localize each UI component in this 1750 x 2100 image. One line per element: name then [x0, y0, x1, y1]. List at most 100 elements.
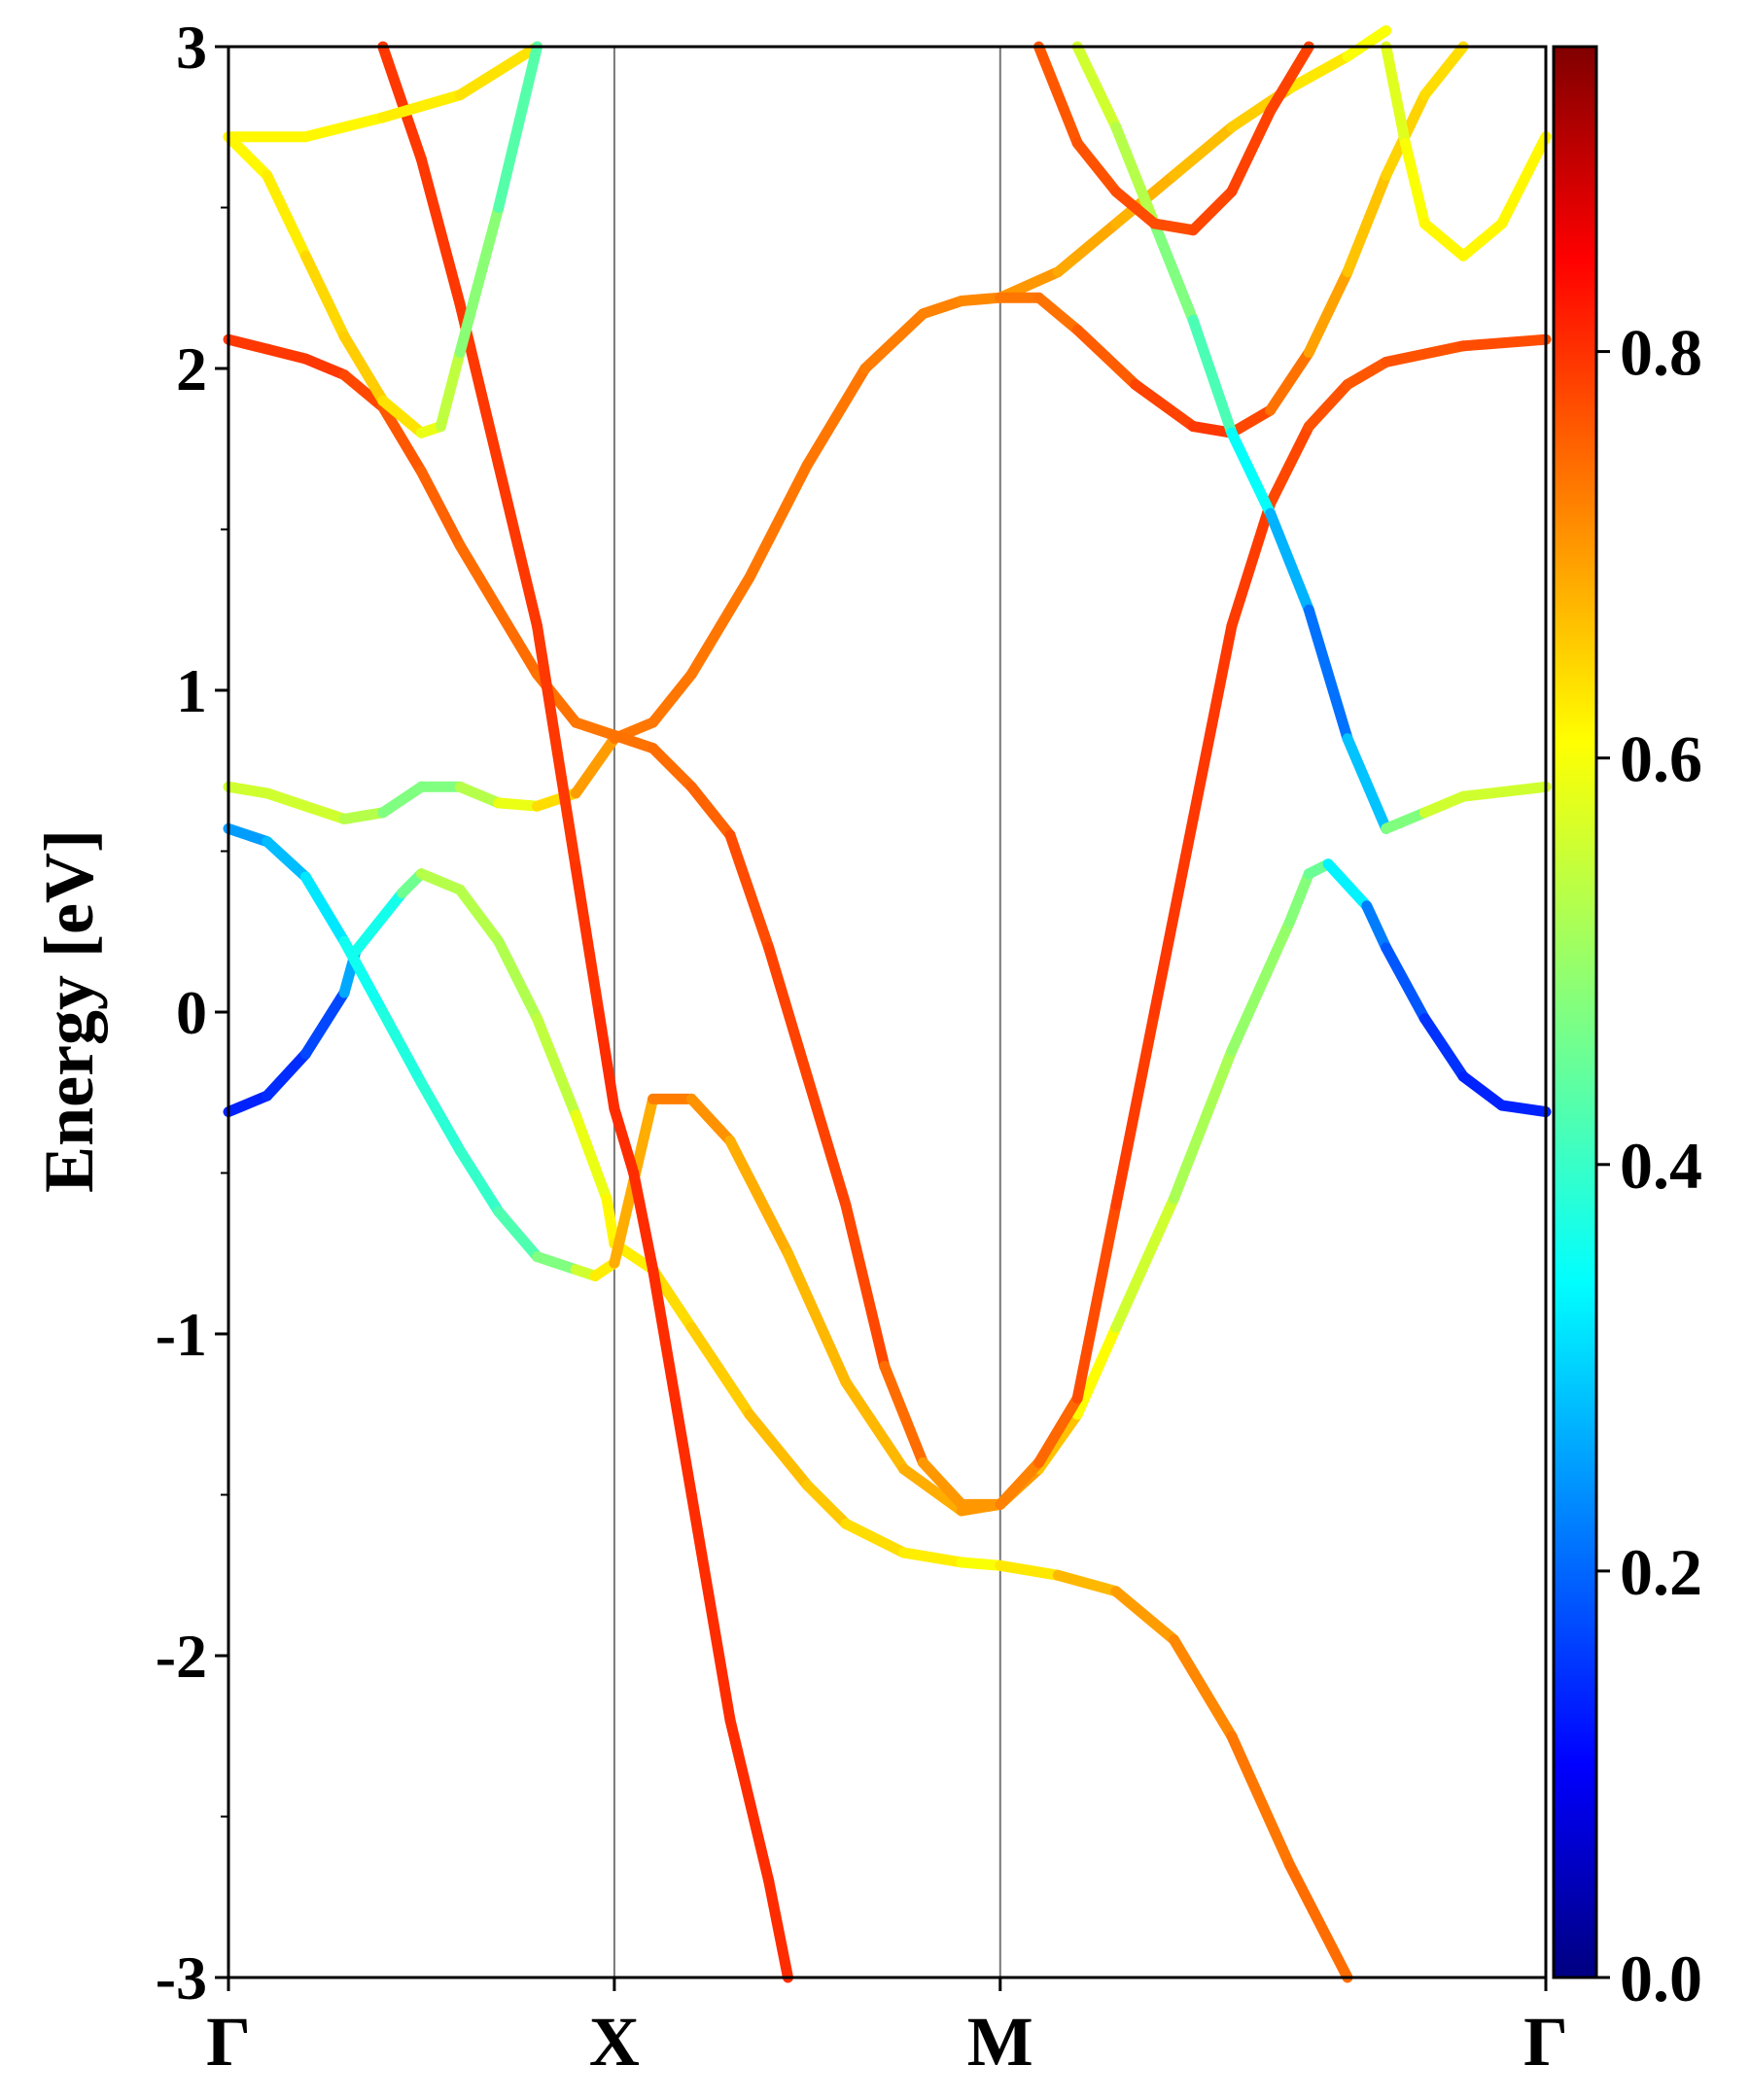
y-axis-label: Energy [eV]: [30, 829, 108, 1193]
band-segment: [744, 459, 813, 583]
band-segment: [223, 333, 273, 355]
band-segment: [1110, 1006, 1160, 1211]
band-segment: [262, 788, 311, 812]
band-segment: [1130, 379, 1199, 433]
band-5: [377, 41, 793, 1983]
band-segment: [223, 781, 273, 799]
band-segment: [493, 459, 542, 632]
band-segment: [338, 935, 389, 1018]
band-segment: [1110, 186, 1160, 229]
band-1: [223, 868, 1353, 1983]
band-segment: [685, 781, 736, 841]
band-segment: [744, 1409, 813, 1491]
band-segment: [415, 868, 466, 895]
colorbar: 0.0 0.2 0.4 0.6 0.8: [1552, 45, 1702, 2015]
band-segment: [1418, 1013, 1469, 1082]
band-segment: [454, 884, 505, 947]
y-tick-label: 2: [176, 334, 207, 403]
band-segment: [1033, 41, 1083, 149]
band-segment: [956, 1557, 1006, 1571]
band-segment: [1303, 379, 1353, 433]
band-segment: [1033, 292, 1083, 335]
band-segment: [1226, 1731, 1295, 1871]
band-segment: [801, 1480, 852, 1529]
band-segment: [570, 861, 605, 1018]
band-segment: [1322, 858, 1373, 912]
series-layer: [223, 25, 1552, 1983]
band-segment: [1381, 340, 1469, 368]
band-segment: [1033, 1392, 1083, 1468]
band-segment: [1187, 421, 1238, 438]
band-segment: [1457, 781, 1552, 802]
band-segment: [262, 836, 311, 883]
band-segment: [1303, 604, 1353, 745]
band-segment: [1226, 427, 1277, 519]
band-segment: [1284, 51, 1353, 94]
band-segment: [685, 1489, 736, 1726]
band-segment: [859, 308, 928, 374]
band-segment: [648, 743, 697, 792]
band-segment: [415, 1077, 466, 1156]
band-segment: [377, 781, 427, 819]
band-segment: [1418, 790, 1469, 819]
band-segment: [879, 1360, 928, 1468]
band-segment: [1149, 218, 1199, 326]
band-segment: [532, 620, 581, 873]
band-segment: [1381, 942, 1430, 1025]
band-segment: [570, 717, 620, 741]
x-kpoint-label: Γ: [1523, 2003, 1568, 2081]
y-tick-label: 1: [176, 656, 207, 725]
band-segment: [609, 1102, 640, 1178]
band-segment: [724, 829, 775, 954]
band-segment: [685, 572, 755, 680]
band-segment: [532, 1013, 581, 1121]
band-segment: [724, 1135, 793, 1259]
band-segment: [1265, 347, 1314, 416]
band-segment: [1496, 1100, 1552, 1118]
band-segment: [1361, 900, 1392, 954]
band-segment: [1052, 1569, 1122, 1597]
band-7: [223, 41, 542, 438]
band-segment: [898, 1547, 967, 1568]
y-tick-label: 3: [176, 13, 207, 82]
band-segment: [840, 1200, 891, 1372]
band-segment: [493, 935, 542, 1025]
band-segment: [223, 131, 273, 181]
band-segment: [648, 1264, 697, 1500]
band-segment: [1265, 41, 1314, 117]
band-segment: [377, 402, 427, 477]
colorbar-tick-label: 0.8: [1620, 316, 1702, 390]
band-segment: [1284, 1859, 1353, 1983]
band-segment: [801, 1070, 852, 1211]
band-segment: [783, 1247, 852, 1388]
band-segment: [1496, 131, 1552, 229]
band-segment: [223, 1090, 273, 1118]
band-segment: [685, 1093, 736, 1146]
band-segment: [262, 343, 311, 365]
band-segment: [299, 353, 350, 381]
band-segment: [601, 1193, 620, 1249]
band-segment: [532, 1251, 581, 1276]
band-segment: [648, 669, 697, 728]
band-segment: [1265, 508, 1314, 615]
band-4: [223, 333, 1552, 1510]
band-segment: [415, 154, 466, 310]
band-segment: [415, 466, 466, 551]
band-segment: [763, 942, 813, 1082]
y-tick-label: -2: [156, 1622, 207, 1691]
band-segment: [1418, 218, 1469, 262]
band-segment: [1110, 122, 1160, 229]
band-segment: [1071, 324, 1141, 390]
band-11: [1033, 41, 1314, 236]
band-segment: [1187, 620, 1238, 824]
band-segment: [1071, 1321, 1122, 1420]
band-segment: [299, 800, 350, 824]
x-kpoint-label: M: [967, 2003, 1033, 2081]
band-segment: [763, 1875, 793, 1983]
band-segment: [1187, 186, 1238, 236]
band-segment: [1226, 105, 1277, 197]
band-segment: [454, 202, 505, 358]
band-segment: [454, 41, 542, 101]
band-segment: [1303, 266, 1353, 358]
